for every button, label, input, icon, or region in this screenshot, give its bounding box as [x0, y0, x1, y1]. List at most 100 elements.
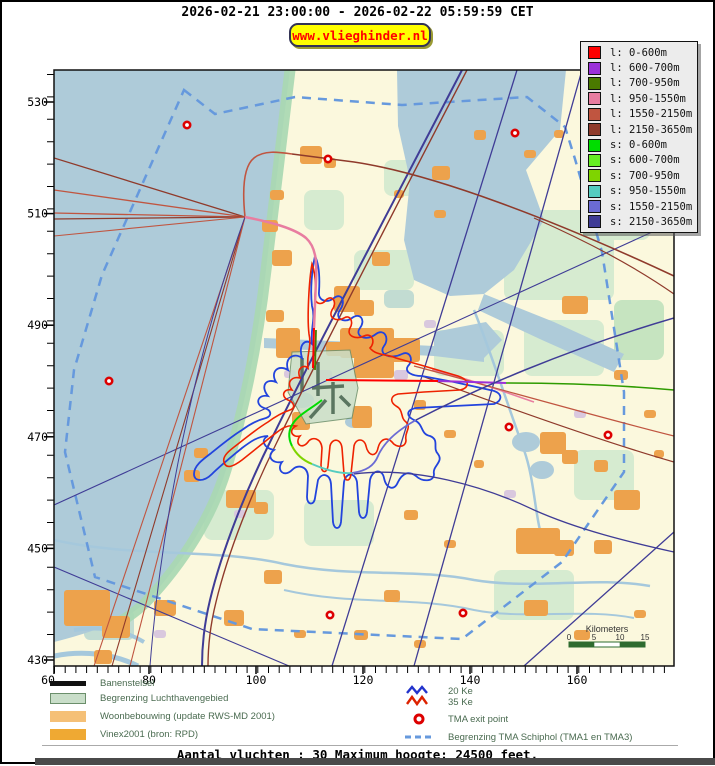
- y-axis-label: 490: [27, 318, 48, 332]
- approach-track-700-950: [314, 329, 317, 371]
- legend-row: l: 700-950m: [581, 76, 697, 91]
- altitude-legend: l: 0-600m l: 600-700m l: 700-950m l: 950…: [580, 41, 698, 233]
- departure-southeast: [353, 471, 674, 553]
- legend-swatch: [588, 61, 601, 75]
- legend-swatch: [588, 107, 601, 121]
- airport-area-swatch: [50, 692, 86, 704]
- ke20-label: 20 Ke: [448, 686, 473, 697]
- noise-contour-20ke: [193, 253, 502, 529]
- tma-boundary: [63, 88, 626, 641]
- tma-exit-point: [104, 376, 114, 386]
- scale-tick: 15: [641, 633, 650, 642]
- runways-swatch: [50, 680, 86, 686]
- map-legend-row-tma-boundary: Begrenzing TMA Schiphol (TMA1 en TMA3): [404, 730, 632, 744]
- departure-1550-2150: [351, 419, 417, 474]
- legend-row: l: 2150-3650m: [581, 122, 697, 137]
- ke-contour-icon: [404, 685, 434, 709]
- ke35-label: 35 Ke: [448, 697, 473, 708]
- legend-swatch: [588, 153, 601, 167]
- legend-label: s: 600-700m: [610, 154, 680, 167]
- x-axis-label: 140: [460, 673, 481, 687]
- noise-contour-35ke: [222, 261, 469, 481]
- scale-bar-title: Kilometers: [586, 624, 629, 634]
- tma-exit-point: [458, 608, 468, 618]
- x-axis-label: 100: [246, 673, 267, 687]
- woonbebouwing-swatch: [50, 710, 86, 722]
- page-title: 2026-02-21 23:00:00 - 2026-02-22 05:59:5…: [181, 5, 534, 20]
- map-legend-row-banenstelsel: Banenstelsel: [50, 676, 154, 690]
- legend-label: s: 0-600m: [610, 139, 667, 152]
- map-legend-row-vinex: Vinex2001 (bron: RPD): [50, 727, 198, 741]
- legend-row: s: 0-600m: [581, 137, 697, 152]
- map-legend-label: Woonbebouwing (update RWS-MD 2001): [100, 710, 275, 722]
- x-axis-label: 80: [142, 673, 156, 687]
- scale-bar: Kilometers 0 5 10 15: [567, 624, 650, 648]
- scale-tick: 0: [567, 633, 572, 642]
- east-landing-0-600: [325, 379, 439, 382]
- map-legend-row-woonbebouwing: Woonbebouwing (update RWS-MD 2001): [50, 709, 275, 723]
- approach-track-950-1550: [244, 215, 318, 329]
- x-axis-label: 160: [567, 673, 588, 687]
- legend-row: l: 1550-2150m: [581, 107, 697, 122]
- zigzag-icon: [406, 685, 428, 707]
- map-legend-label: Banenstelsel: [100, 677, 155, 689]
- tma-boundary-icon: [404, 733, 434, 741]
- tma-exit-point: [323, 154, 333, 164]
- departure-700-950: [291, 445, 313, 465]
- legend-label: l: 1550-2150m: [610, 108, 693, 121]
- red-ring-icon: [413, 713, 425, 725]
- site-link-button[interactable]: www.vlieghinder.nl: [289, 23, 431, 47]
- legend-swatch: [588, 46, 601, 60]
- map-frame: [53, 69, 675, 667]
- legend-label: s: 1550-2150m: [610, 200, 693, 213]
- map-legend-row-tma-exit: TMA exit point: [404, 712, 508, 726]
- legend-label: s: 950-1550m: [610, 185, 686, 198]
- x-axis-label: 120: [353, 673, 374, 687]
- y-axis-label: 530: [27, 95, 48, 109]
- departure-2150-3650: [415, 317, 674, 421]
- y-axis-major-ticks: [44, 101, 54, 661]
- legend-swatch: [588, 123, 601, 137]
- footer-divider: [42, 745, 678, 746]
- legend-row: s: 1550-2150m: [581, 199, 697, 214]
- dashed-line-icon: [405, 735, 433, 739]
- legend-label: s: 2150-3650m: [610, 215, 693, 228]
- y-axis-label: 430: [27, 653, 48, 667]
- holding-loop-track: [242, 151, 293, 218]
- legend-row: s: 950-1550m: [581, 184, 697, 199]
- legend-label: l: 600-700m: [610, 62, 680, 75]
- legend-swatch: [588, 215, 601, 229]
- map-canvas[interactable]: Kilometers 0 5 10 15: [54, 70, 674, 666]
- legend-row: l: 600-700m: [581, 60, 697, 75]
- eastbound-track: [291, 153, 674, 277]
- map-legend-row-ke-contours: 20 Ke 35 Ke: [404, 685, 473, 709]
- legend-row: l: 0-600m: [581, 45, 697, 60]
- legend-swatch: [588, 184, 601, 198]
- runways: [300, 358, 352, 420]
- x-axis-major-ticks: [53, 666, 578, 674]
- legend-row: l: 950-1550m: [581, 91, 697, 106]
- legend-swatch: [588, 92, 601, 106]
- legend-label: s: 700-950m: [610, 169, 680, 182]
- legend-swatch: [588, 200, 601, 214]
- y-axis-label: 510: [27, 207, 48, 221]
- scale-tick: 10: [616, 633, 625, 642]
- eastbound-track-branch: [533, 217, 674, 295]
- high-altitude-departure-tracks: [54, 70, 674, 666]
- tma-exit-point: [504, 422, 514, 432]
- y-axis-label: 450: [27, 541, 48, 555]
- ijmeer-arm: [478, 294, 624, 372]
- vinex-swatch: [50, 728, 86, 740]
- tma-exit-point: [510, 128, 520, 138]
- site-link-label: www.vlieghinder.nl: [292, 27, 428, 43]
- tma-exit-icon: [404, 712, 434, 726]
- legend-label: l: 0-600m: [610, 46, 667, 59]
- legend-row: s: 600-700m: [581, 153, 697, 168]
- legend-label: l: 700-950m: [610, 77, 680, 90]
- map-legend-label: TMA exit point: [448, 713, 509, 725]
- amsterdam-harbour: [434, 322, 502, 358]
- map-legend-label: Begrenzing Luchthavengebied: [100, 692, 229, 704]
- arrival-fan-tracks: [54, 157, 246, 666]
- footer-bar: [35, 758, 715, 765]
